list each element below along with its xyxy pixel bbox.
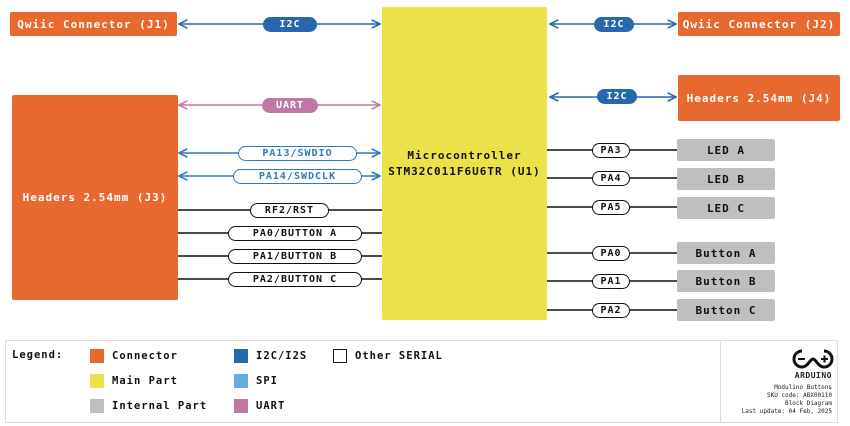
swdclk-label: PA14/SWDCLK bbox=[233, 169, 362, 184]
microcontroller: Microcontroller STM32C011F6U6TR (U1) bbox=[382, 7, 547, 320]
pa5-label: PA5 bbox=[592, 200, 630, 215]
pa2-button-label: PA2/BUTTON C bbox=[228, 272, 362, 287]
pa1-label: PA1 bbox=[592, 274, 630, 289]
led-a: LED A bbox=[677, 139, 775, 161]
pa0-label: PA0 bbox=[592, 246, 630, 261]
connector-swatch bbox=[90, 349, 104, 363]
internal-part-swatch bbox=[90, 399, 104, 413]
legend-label: Connector bbox=[112, 350, 178, 362]
title-block: ARDUINO Modulino Buttons SKU code: ABX00… bbox=[720, 341, 838, 422]
spi-swatch bbox=[234, 374, 248, 388]
legend-uart: UART bbox=[234, 399, 285, 413]
document-type: Block Diagram bbox=[785, 400, 832, 407]
legend-label: Internal Part bbox=[112, 400, 208, 412]
led-c: LED C bbox=[677, 197, 775, 219]
legend-main-part: Main Part bbox=[90, 374, 178, 388]
arduino-wordmark: ARDUINO bbox=[794, 371, 832, 380]
legend bbox=[5, 340, 838, 423]
legend-spi: SPI bbox=[234, 374, 278, 388]
legend-label: UART bbox=[256, 400, 286, 412]
qwiic-connector-j1: Qwiic Connector (J1) bbox=[10, 12, 177, 36]
headers-j4: Headers 2.54mm (J4) bbox=[678, 75, 840, 121]
legend-i2c: I2C/I2S bbox=[234, 349, 307, 363]
pa4-label: PA4 bbox=[592, 171, 630, 186]
headers-j3: Headers 2.54mm (J3) bbox=[12, 95, 178, 300]
swdio-label: PA13/SWDIO bbox=[238, 146, 357, 161]
uart-label: UART bbox=[262, 98, 318, 113]
uart-swatch bbox=[234, 399, 248, 413]
pa2-label: PA2 bbox=[592, 303, 630, 318]
i2c-j4-label: I2C bbox=[597, 89, 637, 104]
arduino-logo-icon bbox=[792, 349, 834, 369]
pa1-button-label: PA1/BUTTON B bbox=[228, 249, 362, 264]
mcu-label: Microcontroller bbox=[407, 149, 522, 162]
qwiic-connector-j2: Qwiic Connector (J2) bbox=[678, 12, 840, 36]
legend-connector: Connector bbox=[90, 349, 178, 363]
pa3-label: PA3 bbox=[592, 143, 630, 158]
button-a: Button A bbox=[677, 242, 775, 264]
i2c-swatch bbox=[234, 349, 248, 363]
pa0-button-label: PA0/BUTTON A bbox=[228, 226, 362, 241]
button-b: Button B bbox=[677, 270, 775, 292]
legend-label: SPI bbox=[256, 375, 278, 387]
rst-label: RF2/RST bbox=[250, 203, 329, 218]
legend-title: Legend: bbox=[12, 349, 64, 361]
legend-other-serial: Other SERIAL bbox=[333, 349, 443, 363]
led-b: LED B bbox=[677, 168, 775, 190]
sku-code: SKU code: ABX00110 bbox=[766, 392, 832, 399]
i2c-j2-label: I2C bbox=[594, 17, 634, 32]
legend-label: I2C/I2S bbox=[256, 350, 308, 362]
other-serial-swatch bbox=[333, 349, 347, 363]
main-part-swatch bbox=[90, 374, 104, 388]
i2c-j1-label: I2C bbox=[263, 17, 317, 32]
button-c: Button C bbox=[677, 299, 775, 321]
last-update: Last update: 04 Feb, 2025 bbox=[741, 408, 832, 415]
legend-label: Other SERIAL bbox=[355, 350, 443, 362]
product-name: Modulino Buttons bbox=[774, 384, 832, 391]
legend-label: Main Part bbox=[112, 375, 178, 387]
mcu-part-number: STM32C011F6U6TR (U1) bbox=[388, 165, 541, 178]
legend-internal-part: Internal Part bbox=[90, 399, 207, 413]
